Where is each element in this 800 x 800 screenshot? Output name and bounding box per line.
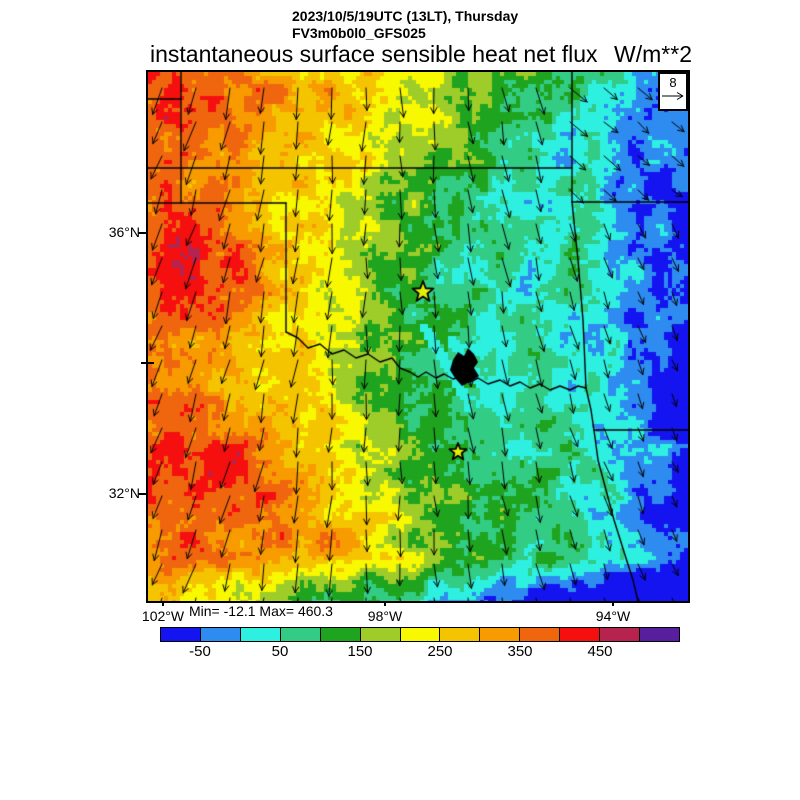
datetime-title: 2023/10/5/19UTC (13LT), Thursday (292, 8, 519, 24)
reference-vector-arrow-icon (662, 92, 684, 100)
colorbar-segment (320, 628, 361, 641)
heat-flux-map-canvas (148, 72, 688, 601)
model-title: FV3m0b0l0_GFS025 (292, 25, 426, 41)
colorbar (160, 627, 680, 642)
lon-label: 102°W (141, 608, 185, 624)
colorbar-segment (161, 628, 201, 641)
lon-label: 94°W (595, 608, 631, 624)
colorbar-segment (400, 628, 441, 641)
colorbar-tick-label: 150 (347, 643, 373, 660)
reference-vector-box: 8 (658, 72, 688, 111)
units-label: W/m**2 (614, 41, 692, 67)
page-title: instantaneous surface sensible heat net … (150, 41, 598, 67)
colorbar-segment (520, 628, 561, 641)
lat-label: 36°N (108, 224, 140, 240)
lat-label: 32°N (108, 485, 140, 501)
lon-label: 98°W (367, 608, 403, 624)
reference-vector-value: 8 (669, 75, 677, 90)
minmax-stats: Min= -12.1 Max= 460.3 (189, 603, 333, 619)
colorbar-tick-label: 50 (271, 643, 289, 660)
lat-minor-tick (141, 362, 154, 364)
colorbar-tick-label: 350 (507, 643, 533, 660)
lon-tick (162, 601, 164, 606)
lon-tick (612, 601, 614, 606)
colorbar-segment (360, 628, 401, 641)
colorbar-segment (240, 628, 281, 641)
colorbar-tick-label: -50 (189, 643, 211, 660)
colorbar-segment (440, 628, 481, 641)
colorbar-segment (480, 628, 521, 641)
colorbar-segment (200, 628, 241, 641)
lon-tick (384, 601, 386, 606)
colorbar-tick-label: 250 (427, 643, 453, 660)
lat-tick (138, 493, 148, 495)
colorbar-segment (640, 628, 679, 641)
colorbar-segment (280, 628, 321, 641)
colorbar-segment (560, 628, 601, 641)
lat-tick (138, 232, 148, 234)
colorbar-segment (600, 628, 641, 641)
colorbar-tick-label: 450 (587, 643, 613, 660)
